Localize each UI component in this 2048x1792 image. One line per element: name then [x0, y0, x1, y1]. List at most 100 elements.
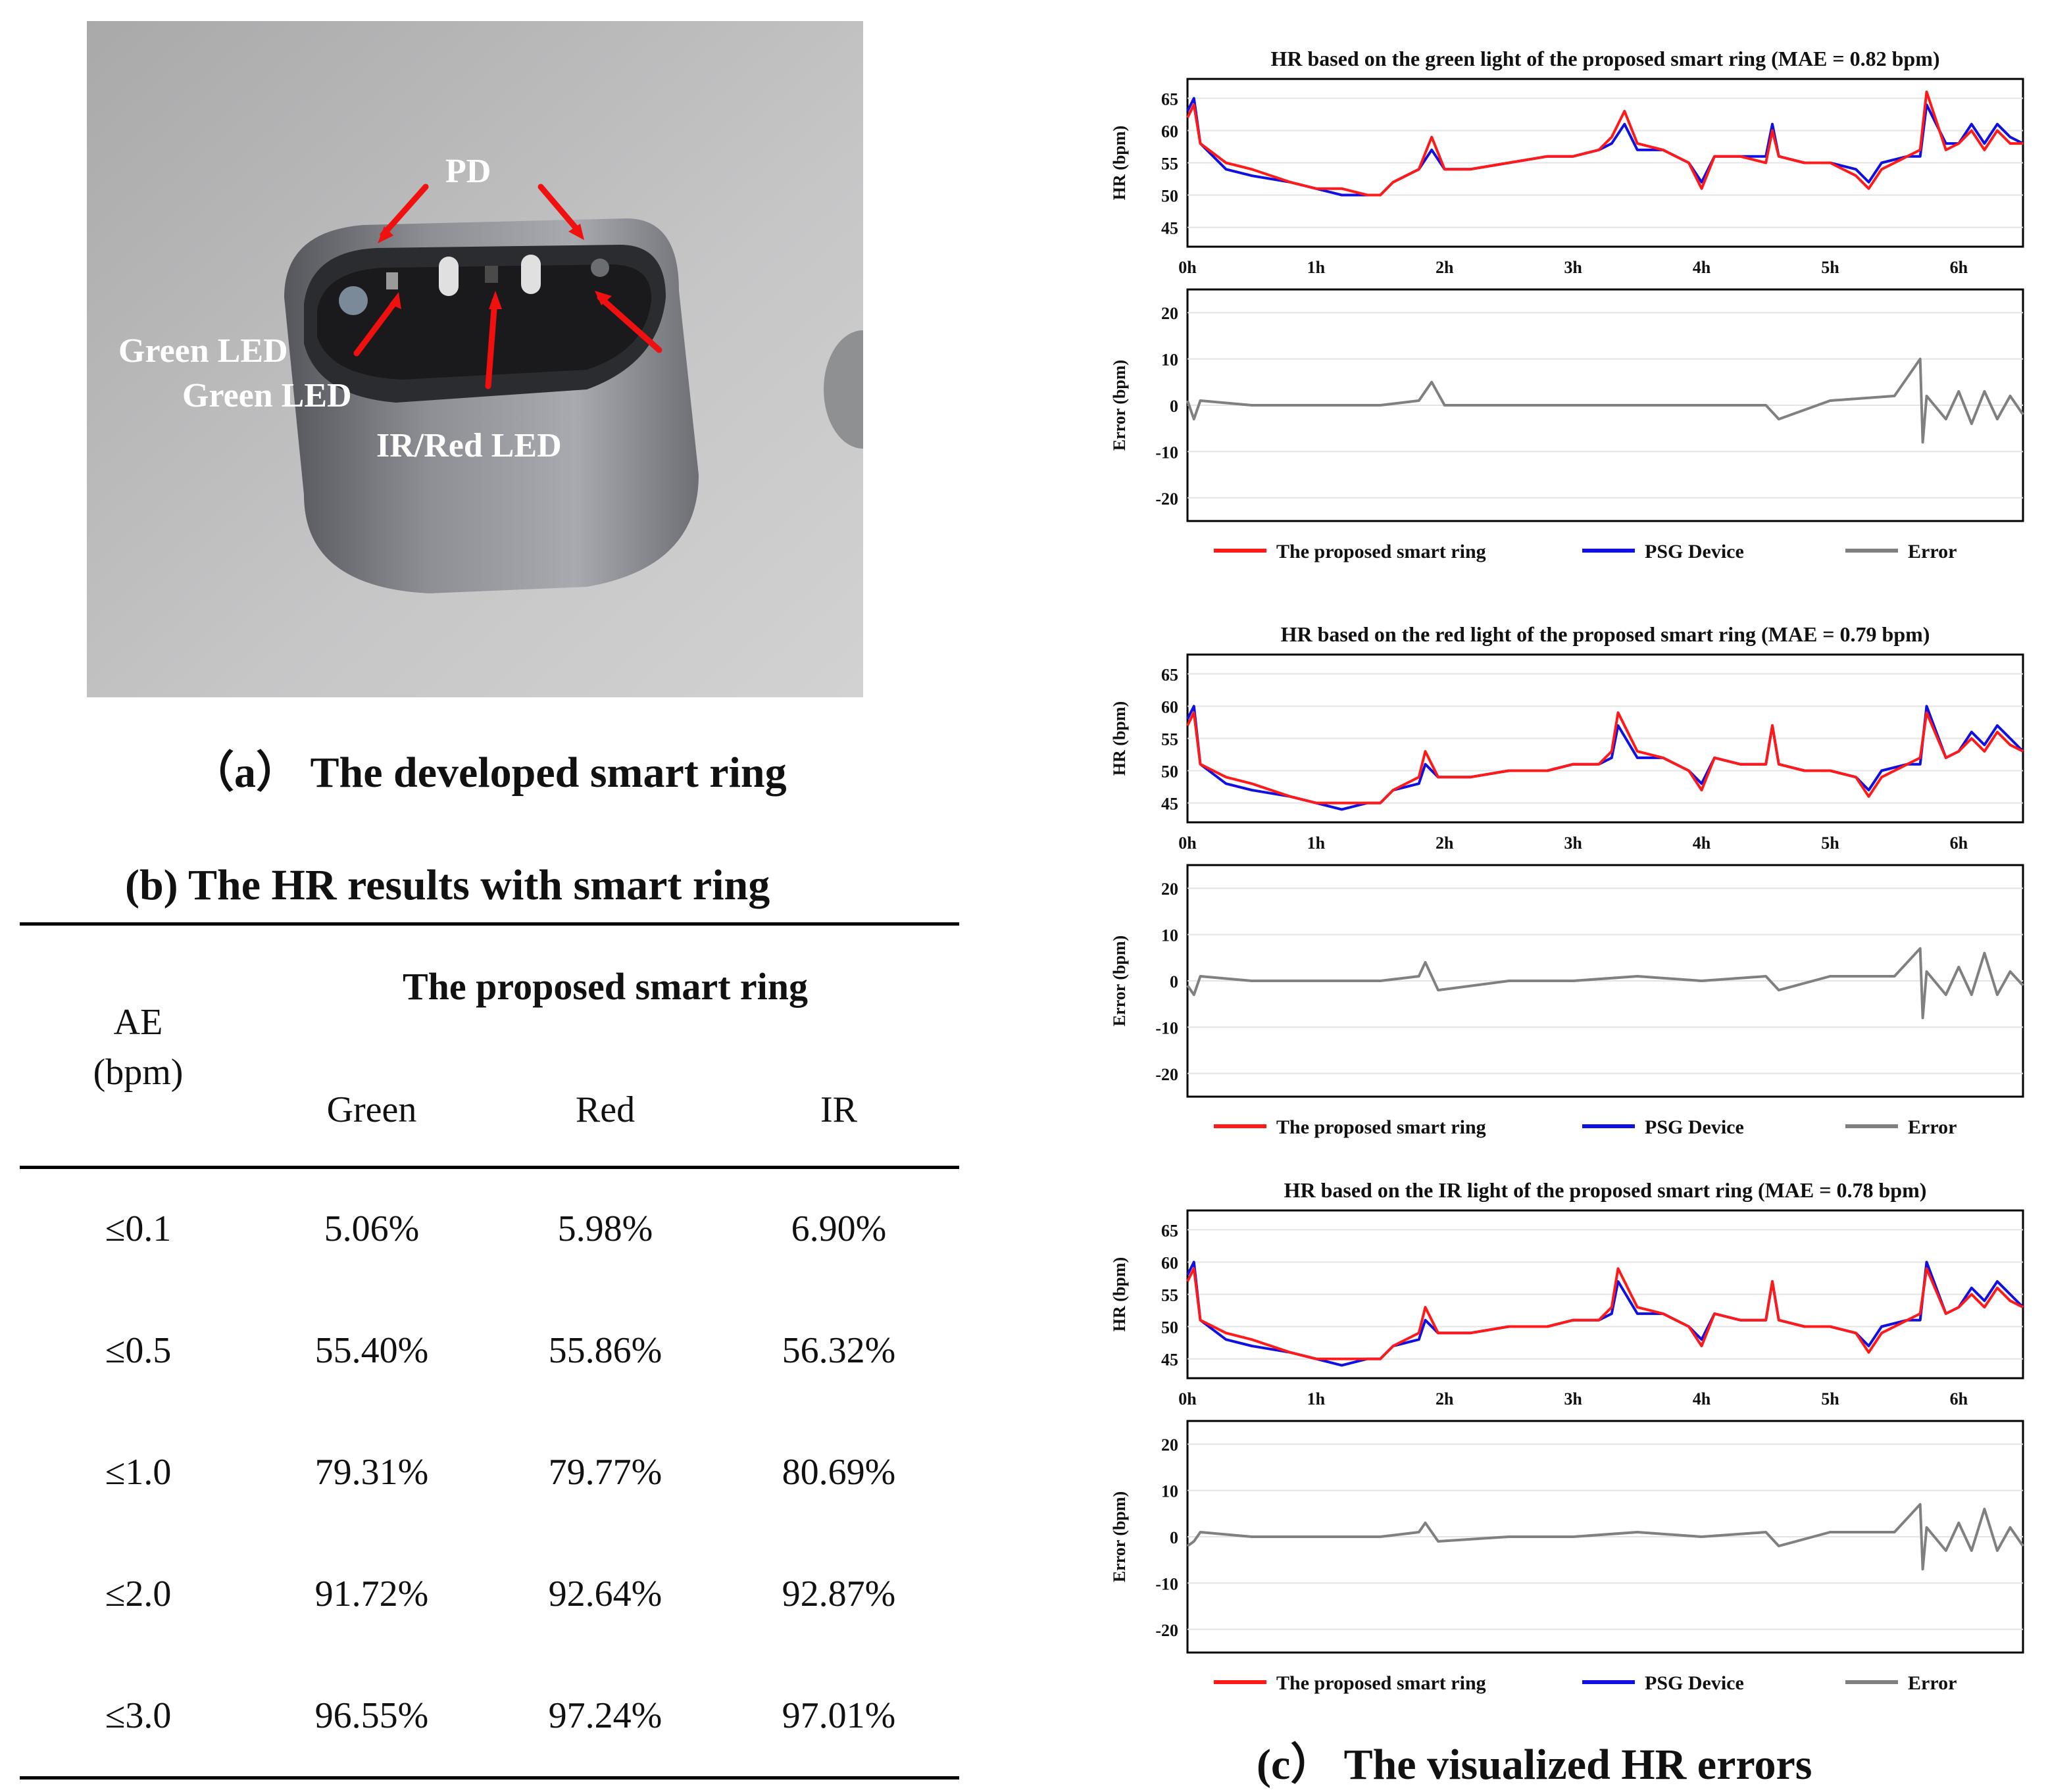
legend-label: Error	[1908, 1672, 1957, 1694]
error-line	[1186, 357, 2024, 444]
error-ytick-label: -20	[1155, 1621, 1178, 1640]
hr-ytick-label: 55	[1161, 730, 1178, 749]
hr-xtick-label: 2h	[1436, 834, 1454, 853]
table-cell: 6.90%	[791, 1208, 887, 1249]
table-row-ae: ≤1.0	[105, 1452, 172, 1493]
table-col-green: Green	[326, 1089, 417, 1130]
error-line	[1186, 1503, 2024, 1571]
hr-ytick-label: 45	[1161, 795, 1178, 814]
legend-label: Error	[1908, 541, 1957, 562]
table-row-ae: ≤2.0	[105, 1574, 172, 1614]
legend-label: PSG Device	[1645, 541, 1744, 562]
table-cell: 97.24%	[548, 1695, 662, 1736]
green-led-label-2: Green LED	[182, 377, 352, 414]
error-ytick-label: 20	[1161, 1435, 1178, 1455]
error-ytick-label: -10	[1155, 1574, 1178, 1593]
hr-ylabel: HR (bpm)	[1110, 1257, 1129, 1332]
chart-group-3: HR based on the IR light of the proposed…	[1110, 1178, 2024, 1694]
hr-xtick-label: 4h	[1693, 1389, 1711, 1408]
error-ylabel: Error (bpm)	[1110, 935, 1129, 1026]
hr-xtick-label: 1h	[1307, 834, 1326, 853]
table-row-header-line1: AE	[113, 1002, 163, 1043]
hr-xtick-label: 0h	[1178, 834, 1197, 853]
hr-xtick-label: 5h	[1821, 834, 1839, 853]
table-cell: 79.31%	[314, 1452, 429, 1493]
error-ytick-label: 20	[1161, 304, 1178, 323]
panel-a-caption: （a） The developed smart ring	[191, 749, 787, 797]
table-header-rule	[20, 1166, 959, 1169]
legend-label: PSG Device	[1645, 1116, 1744, 1138]
table-cell: 56.32%	[782, 1330, 896, 1371]
chart-title: HR based on the IR light of the proposed…	[1284, 1178, 1927, 1202]
hr-xtick-label: 0h	[1178, 258, 1197, 277]
chart-group-1: HR based on the green light of the propo…	[1110, 47, 2024, 562]
legend-label: The proposed smart ring	[1276, 541, 1486, 562]
hr-xtick-label: 4h	[1693, 834, 1711, 853]
panel-b-caption: (b) The HR results with smart ring	[125, 861, 770, 909]
chart-title: HR based on the green light of the propo…	[1270, 47, 1939, 70]
hr-xtick-label: 3h	[1564, 258, 1582, 277]
hr-xtick-label: 3h	[1564, 834, 1582, 853]
error-line	[1186, 947, 2024, 1020]
hr-ytick-label: 50	[1161, 762, 1178, 782]
hr-ytick-label: 60	[1161, 697, 1178, 716]
error-ytick-label: 0	[1170, 1528, 1178, 1547]
error-ytick-label: 0	[1170, 397, 1178, 416]
smart-ring-photo: PD Green LED Green LED IR/Red LED	[87, 21, 863, 697]
panel-c-caption: (c） The visualized HR errors	[1257, 1741, 1812, 1789]
table-row-header-line2: (bpm)	[93, 1052, 184, 1093]
hr-ytick-label: 60	[1161, 1253, 1178, 1272]
hr-xtick-label: 1h	[1307, 258, 1326, 277]
table-cell: 5.06%	[324, 1208, 420, 1249]
error-ytick-label: 0	[1170, 972, 1178, 991]
table-cell: 92.64%	[548, 1574, 662, 1614]
hr-xtick-label: 2h	[1436, 1389, 1454, 1408]
table-cell: 96.55%	[314, 1695, 429, 1736]
hr-xtick-label: 0h	[1178, 1389, 1197, 1408]
error-ytick-label: 10	[1161, 926, 1178, 945]
table-col-ir: IR	[820, 1089, 857, 1130]
hr-ytick-label: 65	[1161, 1221, 1178, 1240]
hr-xtick-label: 5h	[1821, 1389, 1839, 1408]
table-row-ae: ≤0.5	[105, 1330, 172, 1371]
annotation-arrows	[353, 184, 662, 389]
hr-ylabel: HR (bpm)	[1110, 126, 1129, 200]
hr-error-charts: HR based on the green light of the propo…	[1110, 47, 2024, 1694]
error-ylabel: Error (bpm)	[1110, 1491, 1129, 1582]
error-ytick-label: -10	[1155, 1018, 1178, 1037]
legend-label: The proposed smart ring	[1276, 1116, 1486, 1138]
ir-red-led-label: IR/Red LED	[376, 427, 562, 464]
table-cell: 80.69%	[782, 1452, 896, 1493]
hr-xtick-label: 4h	[1693, 258, 1711, 277]
hr-xtick-label: 5h	[1821, 258, 1839, 277]
table-cell: 55.40%	[314, 1330, 429, 1371]
legend-label: PSG Device	[1645, 1672, 1744, 1694]
table-group-header: The proposed smart ring	[402, 965, 809, 1008]
table-col-red: Red	[575, 1089, 636, 1130]
table-cell: 97.01%	[782, 1695, 896, 1736]
error-ylabel: Error (bpm)	[1110, 360, 1129, 451]
hr-xtick-label: 3h	[1564, 1389, 1582, 1408]
hr-xtick-label: 6h	[1950, 834, 1968, 853]
legend-label: The proposed smart ring	[1276, 1672, 1486, 1694]
hr-ytick-label: 65	[1161, 89, 1178, 109]
hr-ytick-label: 45	[1161, 1351, 1178, 1370]
chart-title: HR based on the red light of the propose…	[1281, 622, 1930, 646]
hr-ylabel: HR (bpm)	[1110, 701, 1129, 776]
table-cell: 79.77%	[548, 1452, 662, 1493]
hr-ytick-label: 60	[1161, 122, 1178, 141]
hr-xtick-label: 6h	[1950, 1389, 1968, 1408]
ring-hr-line	[1186, 90, 2023, 197]
error-ytick-label: 10	[1161, 351, 1178, 370]
error-ytick-label: -20	[1155, 1065, 1178, 1084]
ring-hr-line	[1186, 1267, 2024, 1360]
table-cell: 91.72%	[314, 1574, 429, 1614]
hr-ytick-label: 55	[1161, 155, 1178, 174]
hr-xtick-label: 6h	[1950, 258, 1968, 277]
chart-group-2: HR based on the red light of the propose…	[1110, 622, 2024, 1138]
hr-xtick-label: 1h	[1307, 1389, 1326, 1408]
pd-label: PD	[445, 153, 491, 190]
green-led-label-1: Green LED	[118, 332, 288, 370]
ring-hr-line	[1186, 711, 2024, 805]
hr-xtick-label: 2h	[1436, 258, 1454, 277]
